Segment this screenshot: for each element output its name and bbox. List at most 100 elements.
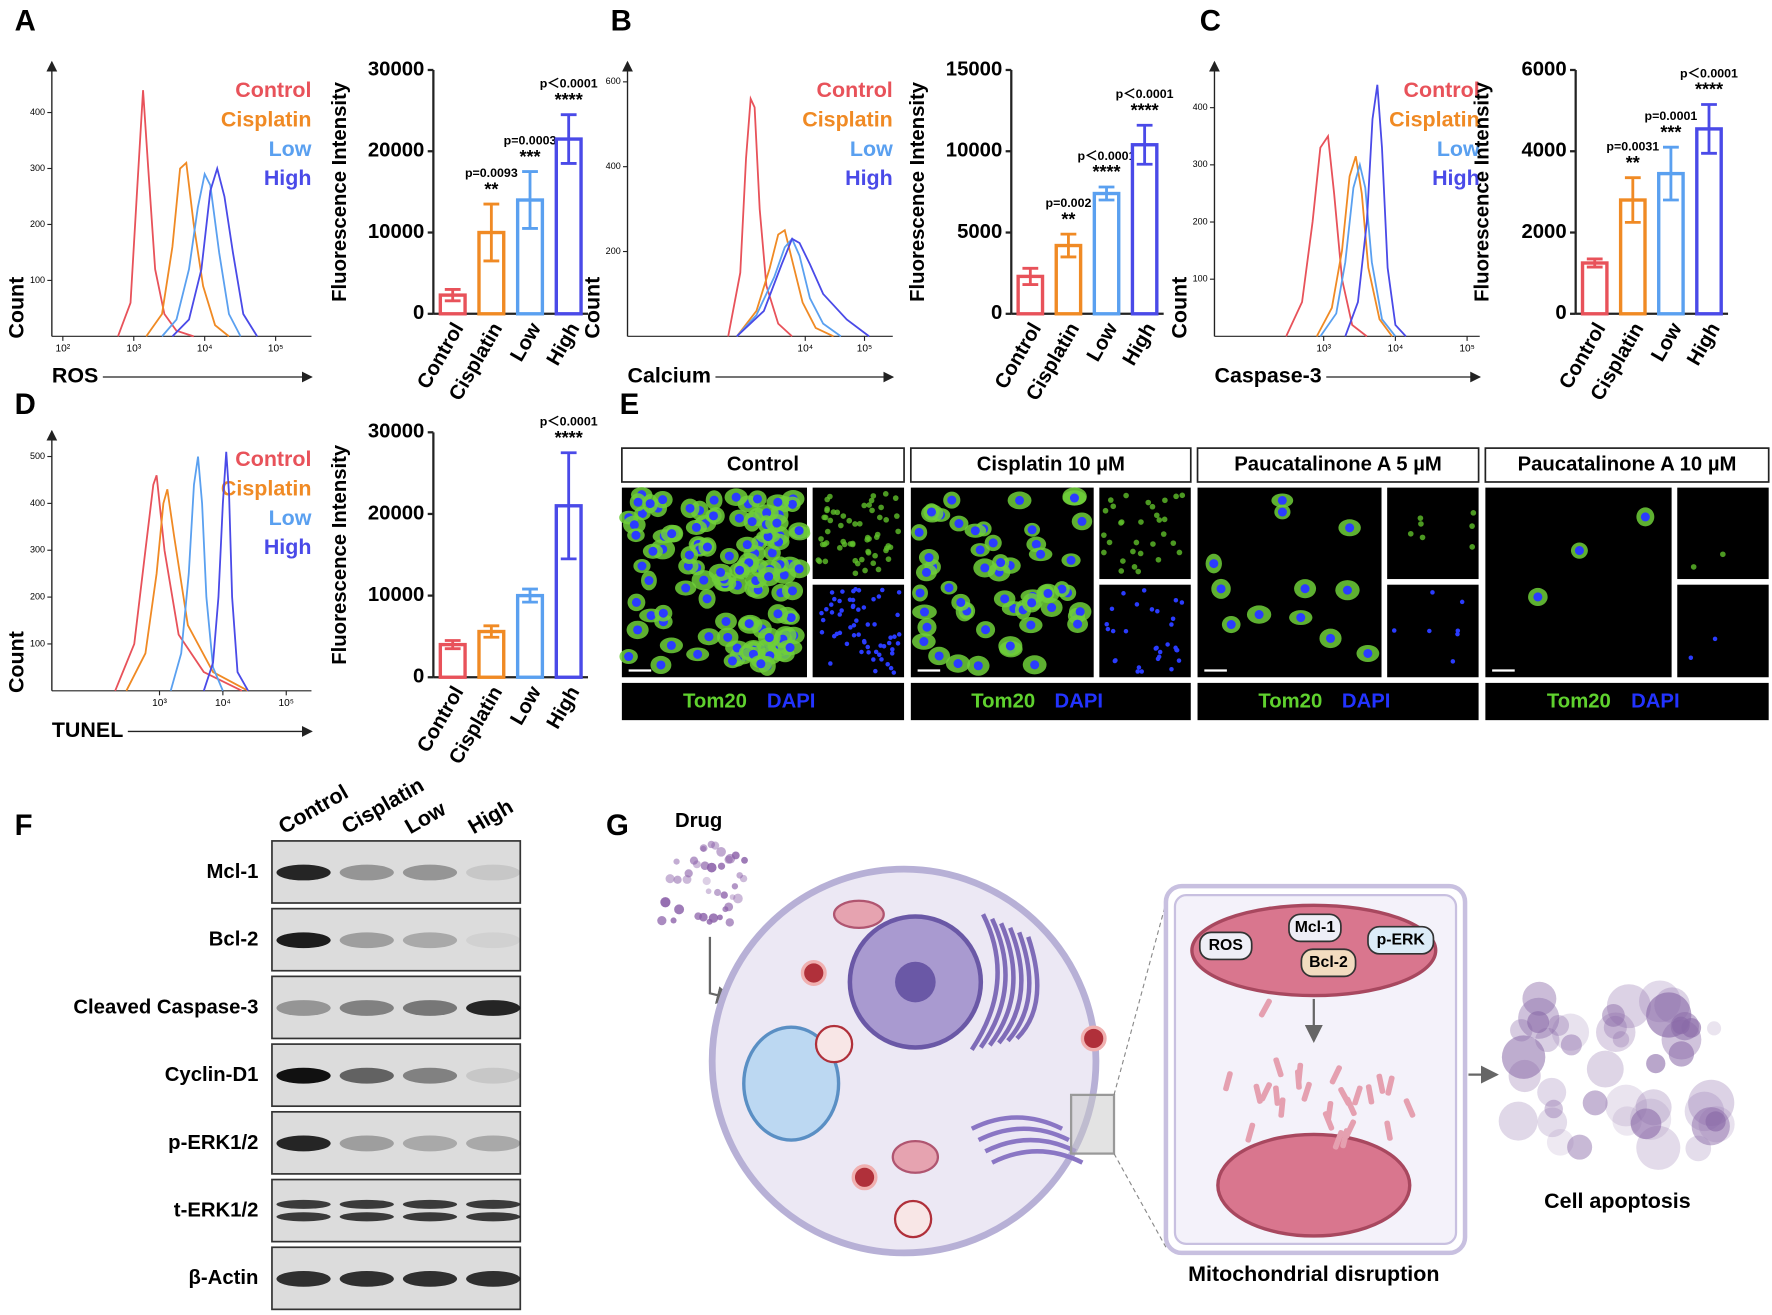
tile-green — [852, 570, 859, 577]
tile-blue — [851, 623, 857, 628]
cell-dapi — [922, 622, 932, 632]
x-tick-label: High — [543, 319, 585, 369]
drug-dot — [689, 856, 699, 865]
cell-dapi — [1533, 592, 1543, 602]
tile-blue — [871, 597, 876, 602]
tile-green — [1145, 499, 1152, 506]
apoptotic-body — [1691, 1107, 1730, 1146]
mitochondrion-small — [832, 899, 885, 929]
drug-dot — [731, 883, 739, 890]
apoptotic-body — [1498, 1101, 1538, 1141]
legend-entry: Cisplatin — [221, 107, 312, 131]
tile-blue — [856, 588, 862, 593]
tile-blue — [871, 657, 876, 662]
drug-dot — [684, 869, 693, 878]
cell-dapi — [988, 538, 998, 548]
tile-green — [1118, 568, 1125, 574]
drug-dot — [660, 897, 671, 908]
tile-green — [1135, 568, 1142, 575]
protein-label: p-ERK1/2 — [168, 1132, 258, 1154]
cell-dapi — [1345, 523, 1355, 533]
tile-green — [1101, 532, 1107, 538]
mito-fragment — [1273, 1085, 1281, 1106]
apoptotic-body — [1688, 1079, 1735, 1126]
cell-dapi — [667, 529, 677, 539]
tile-green — [1137, 550, 1144, 557]
drug-dot — [699, 912, 708, 922]
tile-blue — [896, 590, 902, 595]
error-bar — [1136, 123, 1153, 166]
mito-fragment — [1278, 1097, 1286, 1118]
legend-entry: High — [264, 166, 312, 190]
tile-green — [1417, 515, 1424, 521]
error-bar — [1624, 176, 1641, 224]
tile-blue — [889, 651, 895, 656]
cell-dapi — [1015, 495, 1025, 505]
y-tick-label: 0 — [413, 666, 424, 688]
apoptotic-body — [1567, 1134, 1593, 1160]
significance-stars: *** — [1660, 122, 1681, 142]
cell-dapi — [704, 632, 714, 642]
tile-blue — [879, 657, 884, 662]
legend-entry: Control — [817, 78, 893, 102]
cell-dapi — [764, 572, 774, 582]
tile-green — [819, 541, 826, 548]
blot-band — [466, 1067, 521, 1084]
y-tick-label: 200 — [606, 246, 621, 256]
tile-green — [870, 493, 877, 499]
cell-dapi — [702, 542, 712, 552]
blot-band — [339, 864, 394, 881]
histogram-line — [125, 489, 249, 692]
legend-entry: High — [1432, 166, 1480, 190]
er-arc — [1006, 931, 1032, 1043]
condition-header: Paucatalinone A 5 µM — [1234, 453, 1442, 475]
tile-blue — [1134, 602, 1140, 607]
tile-green — [838, 522, 844, 529]
legend-entry: Control — [1404, 78, 1480, 102]
tile-green — [1110, 503, 1117, 510]
cell-dapi — [970, 526, 980, 536]
tile-green — [865, 548, 871, 555]
cell-dapi — [773, 497, 783, 507]
bar — [1695, 127, 1723, 316]
y-tick-label: 300 — [1193, 159, 1208, 169]
cell-dapi — [1277, 495, 1287, 505]
bar — [1092, 191, 1121, 316]
vacuole — [742, 1025, 841, 1142]
panel-letter: F — [15, 809, 33, 842]
x-tick-label: Low — [506, 319, 545, 365]
tile-blue — [866, 650, 871, 655]
marker-box — [1367, 925, 1435, 955]
tile-green — [1156, 517, 1163, 523]
cell-dapi — [633, 625, 643, 635]
micrograph-dapi — [812, 584, 905, 678]
x-tick-label: 10³ — [152, 698, 167, 709]
tile-green — [862, 567, 868, 574]
significance-stars: ** — [1061, 209, 1075, 229]
tile-green — [1690, 564, 1697, 570]
p-value-label: p=0.0031 — [1606, 139, 1659, 153]
tile-blue — [865, 622, 871, 627]
drug-dot — [702, 876, 711, 886]
mito-caption: Mitochondrial disruption — [1188, 1262, 1439, 1286]
drug-dot — [741, 856, 748, 864]
p-value-label: p=0.0001 — [1645, 109, 1698, 123]
condition-header-box — [909, 447, 1192, 483]
marker-label: ROS — [1209, 937, 1243, 954]
x-axis-label: TUNEL — [52, 718, 123, 742]
tile-blue — [1712, 636, 1718, 642]
apoptotic-body — [1612, 1106, 1642, 1136]
y-tick-label: 2000 — [1521, 221, 1566, 243]
blot-band — [276, 1000, 331, 1016]
tile-green — [1161, 516, 1168, 523]
tile-green — [846, 517, 853, 524]
tile-blue — [888, 665, 894, 671]
error-bar — [1022, 266, 1039, 286]
tile-green — [866, 536, 872, 542]
condition-header-box — [1196, 447, 1480, 483]
tile-blue — [1176, 658, 1182, 663]
significance-stars: *** — [519, 147, 540, 167]
tile-blue — [891, 670, 897, 675]
lysosome — [800, 960, 827, 986]
tile-green — [852, 557, 859, 564]
